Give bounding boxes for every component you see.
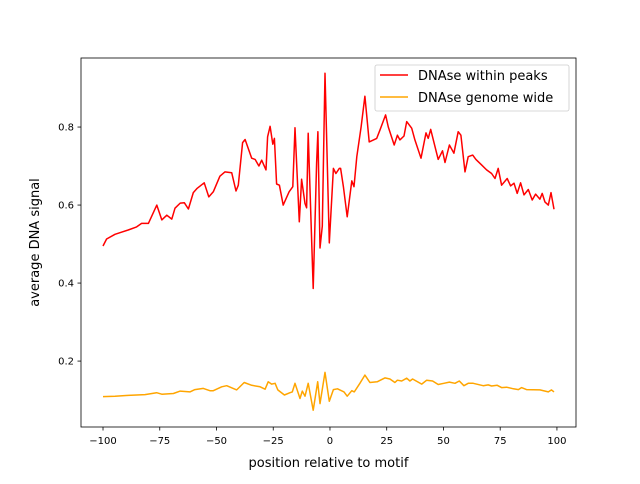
- x-tick-label: −100: [89, 436, 116, 447]
- x-tick-label: 75: [494, 436, 507, 447]
- x-tick-label: −25: [263, 436, 284, 447]
- x-tick-label: 100: [547, 436, 566, 447]
- x-tick-label: −75: [149, 436, 170, 447]
- series-line-within-peaks: [102, 72, 555, 290]
- legend-label-genome-wide: DNAse genome wide: [418, 91, 553, 106]
- x-tick-label: 25: [380, 436, 393, 447]
- x-tick-label: 0: [327, 436, 333, 447]
- x-tick-label: 50: [437, 436, 450, 447]
- y-tick-label: 0.2: [58, 357, 74, 368]
- x-tick-label: −50: [206, 436, 227, 447]
- y-tick-label: 0.6: [58, 201, 74, 212]
- x-axis-label: position relative to motif: [249, 456, 409, 471]
- legend-box: [374, 64, 570, 112]
- y-tick-label: 0.8: [58, 123, 74, 134]
- legend: DNAse within peaks DNAse genome wide: [374, 64, 570, 112]
- legend-label-within-peaks: DNAse within peaks: [418, 69, 548, 84]
- series-line-genome-wide: [102, 371, 555, 411]
- plot-area-frame: [80, 57, 577, 428]
- y-axis-label: average DNA signal: [28, 178, 43, 307]
- y-tick-label: 0.4: [58, 279, 74, 290]
